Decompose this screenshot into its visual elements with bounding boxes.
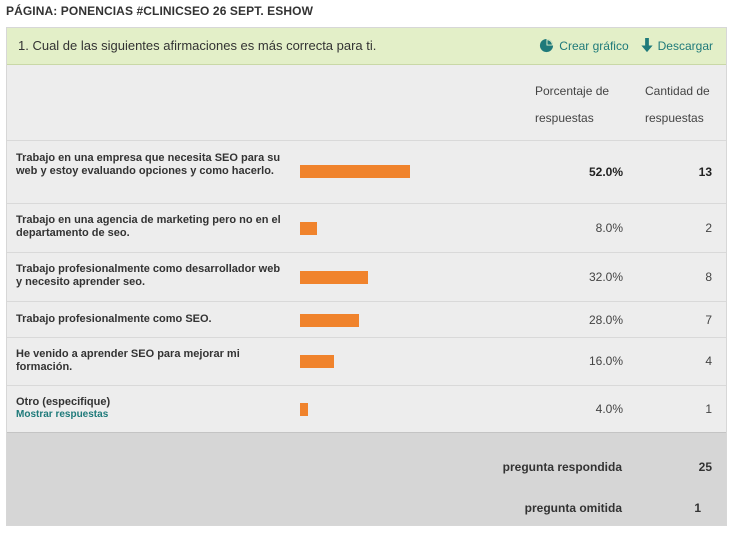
question-actions: Crear gráfico Descargar xyxy=(539,38,713,53)
answer-bar xyxy=(300,314,359,327)
question-title: 1. Cual de las siguientes afirmaciones e… xyxy=(18,38,377,53)
answer-count: 13 xyxy=(698,165,712,179)
answer-percentage: 4.0% xyxy=(595,402,623,416)
skipped-value: 1 xyxy=(694,501,701,515)
answer-label: Otro (especifique) Mostrar respuestas xyxy=(16,396,286,421)
answer-bar xyxy=(300,165,410,178)
answer-label: He venido a aprender SEO para mejorar mi… xyxy=(16,348,240,373)
answer-percentage: 16.0% xyxy=(588,354,623,368)
answer-row: Trabajo profesionalmente como desarrolla… xyxy=(7,252,726,301)
answer-count: 2 xyxy=(705,221,712,235)
answer-label: Trabajo profesionalmente como desarrolla… xyxy=(16,263,281,288)
answer-percentage: 52.0% xyxy=(588,165,623,179)
download-label: Descargar xyxy=(657,38,713,53)
answer-bar xyxy=(300,271,368,284)
pie-chart-icon xyxy=(540,38,554,53)
answer-label: Trabajo profesionalmente como SEO. xyxy=(16,313,212,325)
answer-count: 1 xyxy=(705,402,712,416)
download-arrow-icon xyxy=(641,38,653,53)
answer-label: Trabajo en una agencia de marketing pero… xyxy=(16,214,281,239)
answer-bar xyxy=(300,403,308,416)
answer-row: Trabajo en una empresa que necesita SEO … xyxy=(7,140,726,203)
create-chart-button[interactable]: Crear gráfico xyxy=(539,38,629,53)
answer-row: He venido a aprender SEO para mejorar mi… xyxy=(7,337,726,385)
answer-rows: Trabajo en una empresa que necesita SEO … xyxy=(7,140,726,432)
summary-panel: pregunta respondida 25 pregunta omitida … xyxy=(7,432,726,525)
answer-row: Trabajo en una agencia de marketing pero… xyxy=(7,203,726,252)
skipped-label: pregunta omitida xyxy=(524,501,622,515)
question-panel: 1. Cual de las siguientes afirmaciones e… xyxy=(6,27,727,526)
answered-label: pregunta respondida xyxy=(502,460,622,474)
answer-percentage: 8.0% xyxy=(595,221,623,235)
answer-bar xyxy=(300,222,317,235)
download-button[interactable]: Descargar xyxy=(641,38,713,53)
column-header-percentage: Porcentaje de respuestas xyxy=(535,84,610,125)
answer-count: 4 xyxy=(705,354,712,368)
answer-bar xyxy=(300,355,334,368)
column-header-count: Cantidad de respuestas xyxy=(645,84,710,125)
answer-percentage: 28.0% xyxy=(588,313,623,327)
show-responses-link[interactable]: Mostrar respuestas xyxy=(16,409,109,420)
answer-label-text: Otro (especifique) xyxy=(16,396,111,408)
question-header: 1. Cual de las siguientes afirmaciones e… xyxy=(7,28,726,65)
answer-count: 8 xyxy=(705,270,712,284)
page-title: PÁGINA: PONENCIAS #CLINICSEO 26 SEPT. ES… xyxy=(6,4,314,18)
answer-row: Trabajo profesionalmente como SEO. 28.0%… xyxy=(7,301,726,337)
create-chart-label: Crear gráfico xyxy=(559,38,629,53)
answered-value: 25 xyxy=(698,460,712,474)
answer-label: Trabajo en una empresa que necesita SEO … xyxy=(16,152,281,177)
answer-row: Otro (especifique) Mostrar respuestas 4.… xyxy=(7,385,726,432)
answer-count: 7 xyxy=(705,313,712,327)
answer-percentage: 32.0% xyxy=(588,270,623,284)
